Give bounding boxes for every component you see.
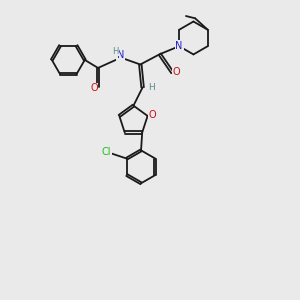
Text: O: O <box>172 68 180 77</box>
Text: N: N <box>176 41 183 51</box>
Text: O: O <box>90 83 98 94</box>
Text: H: H <box>148 83 155 92</box>
Text: O: O <box>149 110 156 120</box>
Text: H: H <box>112 47 119 56</box>
Text: Cl: Cl <box>101 147 111 157</box>
Text: N: N <box>117 50 124 60</box>
